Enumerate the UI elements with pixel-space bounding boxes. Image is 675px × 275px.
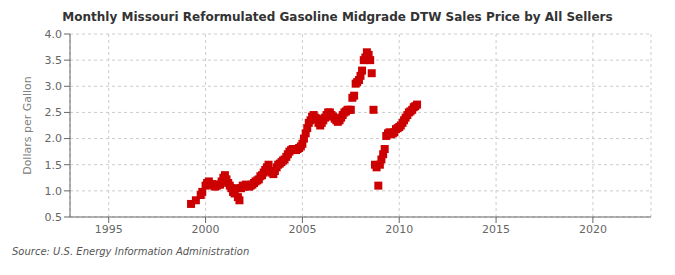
svg-text:2005: 2005	[288, 223, 316, 236]
svg-text:2015: 2015	[482, 223, 510, 236]
svg-text:4.0: 4.0	[45, 28, 63, 41]
svg-text:2000: 2000	[192, 223, 220, 236]
html-text:Source: U.S. Energy Informatio: Source: U.S. Energy Information Administ…	[12, 246, 250, 257]
svg-text:3.5: 3.5	[45, 54, 63, 67]
svg-text:1995: 1995	[95, 223, 123, 236]
html-text:Monthly Missouri Reformulated: Monthly Missouri Reformulated Gasoline M…	[62, 10, 613, 24]
svg-text:Dollars per Gallon: Dollars per Gallon	[21, 76, 34, 175]
svg-text:1.5: 1.5	[45, 159, 63, 172]
svg-text:1.0: 1.0	[45, 185, 63, 198]
svg-text:3.0: 3.0	[45, 80, 63, 93]
svg-text:0.5: 0.5	[45, 211, 63, 224]
svg-text:2010: 2010	[385, 223, 413, 236]
svg-text:2020: 2020	[579, 223, 607, 236]
svg-text:2.0: 2.0	[45, 132, 63, 145]
svg-text:2.5: 2.5	[45, 106, 63, 119]
